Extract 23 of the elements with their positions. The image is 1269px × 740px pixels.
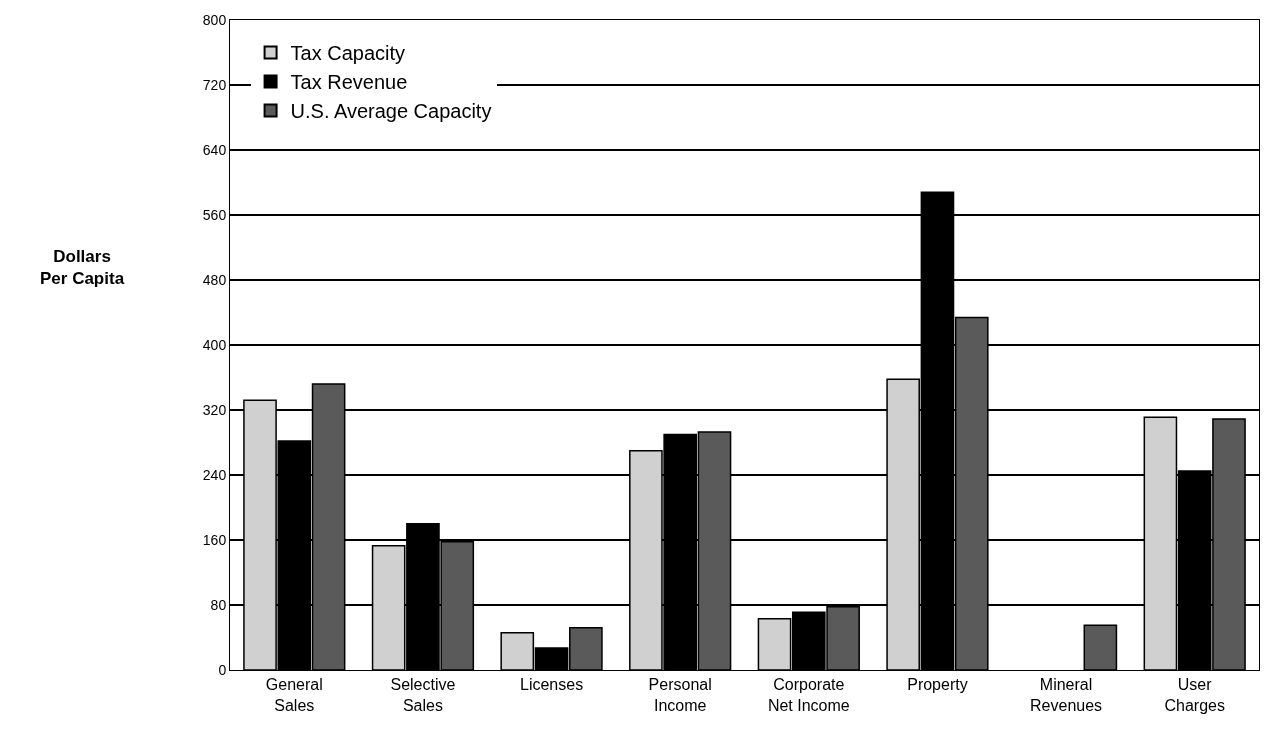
y-tick-label: 80 [210,596,227,613]
y-tick-label: 560 [202,206,227,223]
legend-label: Tax Capacity [290,42,406,65]
y-tick-label: 320 [202,401,227,418]
y-axis-title: Dollars Per Capita [40,247,125,289]
y-tick-label: 720 [202,76,227,93]
x-tick-label: User Charges [1164,676,1225,714]
legend-label: U.S. Average Capacity [290,100,492,123]
y-tick-label: 480 [202,271,227,288]
x-tick-label: General Sales [265,676,323,714]
y-tick-label: 240 [202,466,227,483]
x-tick-label: Personal Income [648,676,712,714]
x-tick-label: Licenses [519,676,584,694]
legend-label: Tax Revenue [290,71,408,94]
y-tick-label: 800 [202,11,227,28]
x-tick-label: Selective Sales [390,676,456,714]
x-tick-label: Mineral Revenues [1030,676,1103,714]
x-tick-label: Corporate Net Income [767,676,850,714]
y-tick-label: 400 [202,336,227,353]
y-tick-label: 640 [202,141,227,158]
x-tick-label: Property [907,676,968,694]
y-tick-label: 0 [218,661,227,678]
y-tick-label: 160 [202,531,227,548]
